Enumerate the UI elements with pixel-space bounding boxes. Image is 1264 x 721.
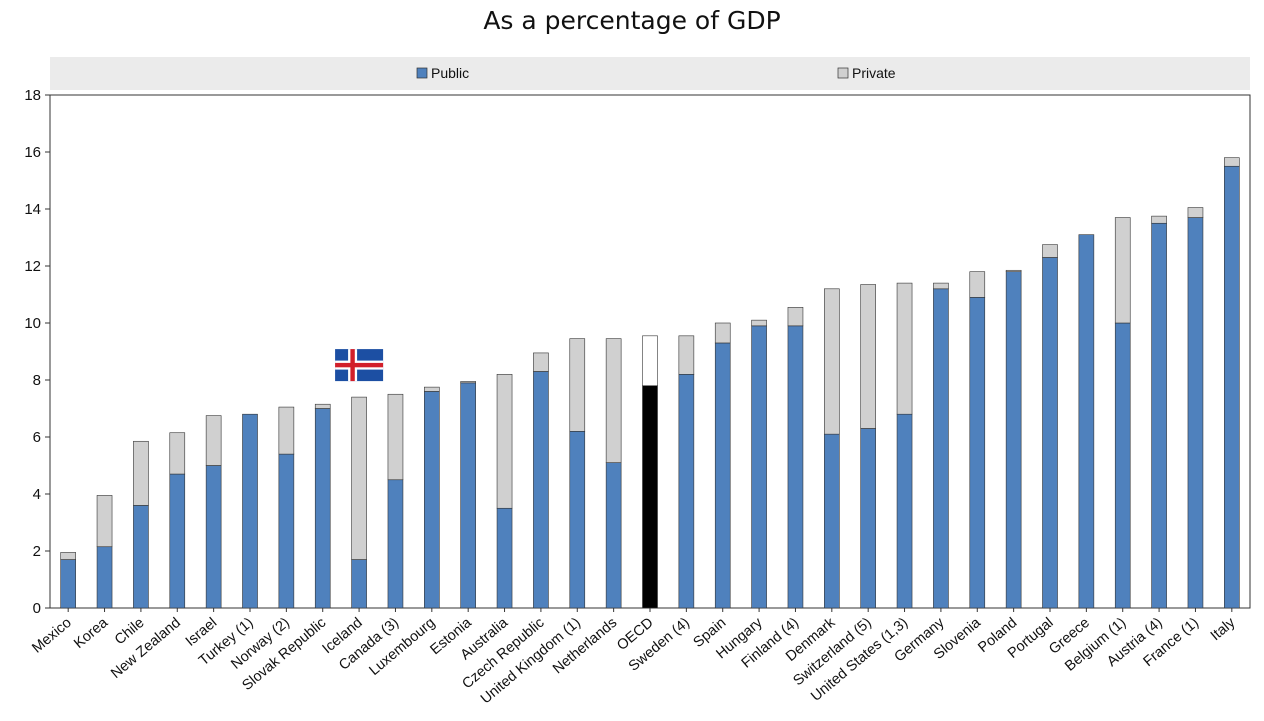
chart-title: As a percentage of GDP — [483, 6, 781, 35]
bar-private-20 — [787, 307, 804, 327]
bar-private-19 — [751, 319, 767, 327]
bar-private-16 — [642, 335, 658, 387]
bar-private-32 — [1224, 157, 1240, 167]
y-tick-label: 18 — [24, 87, 41, 104]
bar-private-15 — [605, 338, 622, 463]
bar-public-21 — [824, 433, 840, 609]
bar-public-24 — [933, 288, 949, 609]
bar-public-31 — [1187, 217, 1204, 609]
legend: Public Private — [50, 57, 1250, 90]
y-tick-label: 8 — [33, 372, 41, 389]
y-axis: 0 2 4 6 8 10 12 14 16 18 — [24, 87, 50, 617]
legend-band — [50, 57, 1250, 90]
bar-private-26 — [1005, 269, 1022, 272]
bar-private-8 — [351, 396, 367, 560]
bar-public-29 — [1114, 322, 1131, 609]
bar-private-6 — [278, 406, 295, 455]
bar-public-13 — [533, 371, 549, 609]
bar-public-20 — [787, 325, 804, 609]
bar-public-11 — [460, 382, 476, 609]
bar-private-13 — [533, 352, 549, 372]
bar-public-27 — [1042, 257, 1058, 609]
bar-private-10 — [424, 386, 440, 392]
bar-private-11 — [460, 381, 476, 384]
bar-public-10 — [424, 391, 440, 609]
bar-public-7 — [314, 408, 331, 609]
bar-public-3 — [169, 473, 186, 609]
bar-private-4 — [205, 415, 222, 466]
y-tick-label: 4 — [33, 486, 41, 503]
y-tick-label: 2 — [33, 543, 41, 560]
legend-swatch-private — [837, 67, 849, 79]
iceland-flag-icon — [335, 349, 384, 382]
bar-private-14 — [569, 338, 586, 432]
bar-public-25 — [969, 297, 986, 609]
bar-public-17 — [678, 373, 695, 609]
legend-swatch-public — [416, 67, 428, 79]
x-category-label: Italy — [1208, 614, 1239, 644]
bar-private-22 — [860, 284, 876, 429]
y-tick-label: 6 — [33, 429, 41, 446]
bar-private-17 — [678, 335, 695, 375]
y-tick-label: 16 — [24, 144, 41, 161]
bar-public-8 — [351, 559, 367, 609]
bar-public-4 — [205, 465, 222, 609]
bar-public-19 — [751, 325, 767, 609]
bar-private-24 — [933, 282, 949, 290]
bar-public-1 — [96, 546, 113, 609]
bar-private-0 — [60, 552, 76, 560]
bar-private-12 — [496, 373, 513, 509]
bar-private-9 — [387, 393, 404, 481]
bars — [60, 157, 1240, 609]
bar-public-28 — [1078, 234, 1095, 609]
bar-private-1 — [96, 495, 113, 548]
bar-private-27 — [1042, 244, 1058, 258]
bar-private-2 — [133, 440, 149, 506]
bar-public-12 — [496, 507, 513, 609]
bar-public-26 — [1005, 271, 1022, 609]
bar-public-23 — [896, 413, 913, 609]
bar-public-18 — [714, 342, 731, 609]
bar-private-25 — [969, 271, 986, 298]
y-tick-label: 0 — [33, 600, 41, 617]
bar-private-31 — [1187, 207, 1204, 218]
bar-public-2 — [133, 505, 149, 609]
bar-public-14 — [569, 430, 586, 609]
y-tick-label: 10 — [24, 315, 41, 332]
y-tick-label: 14 — [24, 201, 41, 218]
bar-public-15 — [605, 462, 622, 609]
bar-public-0 — [60, 559, 76, 609]
x-category-label: New Zealand — [108, 615, 184, 682]
bar-public-6 — [278, 453, 295, 609]
bar-public-16 — [642, 385, 658, 609]
bar-private-21 — [824, 288, 840, 435]
legend-label-private: Private — [852, 65, 896, 81]
bar-private-3 — [169, 432, 186, 475]
x-category-label: Mexico — [29, 615, 74, 657]
bar-public-9 — [387, 479, 404, 609]
x-category-label: Korea — [71, 614, 112, 652]
bar-public-5 — [242, 413, 258, 609]
bar-private-23 — [896, 282, 913, 415]
bar-private-7 — [314, 403, 331, 409]
bar-private-30 — [1151, 215, 1167, 224]
bar-private-29 — [1114, 217, 1131, 324]
bar-private-18 — [714, 322, 731, 344]
legend-label-public: Public — [431, 65, 469, 81]
bar-public-30 — [1151, 222, 1167, 609]
bar-public-32 — [1224, 165, 1240, 609]
y-tick-label: 12 — [24, 258, 41, 275]
bar-public-22 — [860, 428, 876, 609]
